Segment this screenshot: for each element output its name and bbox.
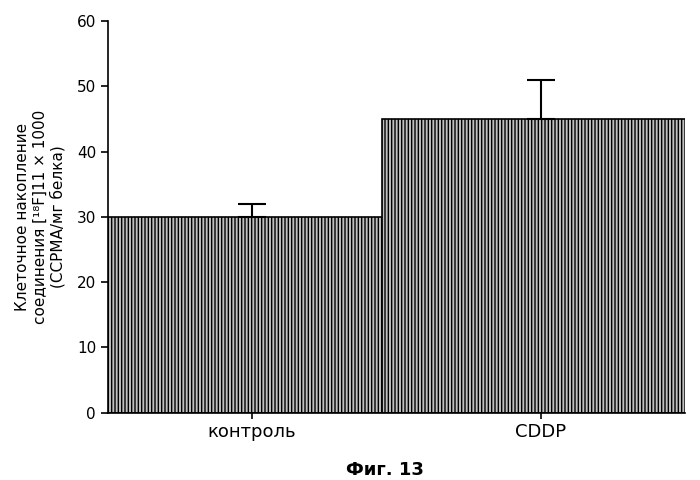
Text: Фиг. 13: Фиг. 13 xyxy=(346,461,424,479)
Y-axis label: Клеточное накопление
соединения [¹⁸F]11 × 1000
(ССРМА/мг белка): Клеточное накопление соединения [¹⁸F]11 … xyxy=(15,109,66,324)
Bar xyxy=(94,217,411,413)
Bar xyxy=(382,119,699,413)
